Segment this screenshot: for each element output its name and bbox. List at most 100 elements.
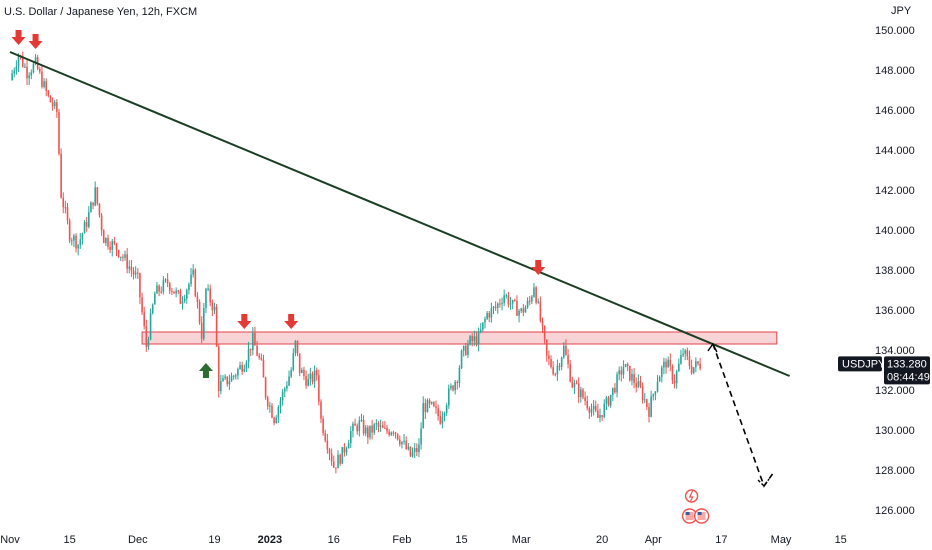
candle [330, 448, 333, 467]
x-tick-label: 2023 [258, 534, 282, 546]
candle [220, 374, 222, 395]
candle [115, 242, 118, 257]
candle [158, 284, 160, 297]
candle [682, 348, 684, 358]
candle [98, 203, 101, 218]
candle [192, 264, 194, 278]
candle [539, 296, 542, 323]
candle [53, 99, 56, 110]
x-tick-label: 17 [715, 534, 727, 546]
candle [320, 399, 322, 424]
candle [203, 302, 205, 341]
x-tick-label: Mar [512, 534, 531, 546]
y-tick-label: 138.000 [875, 265, 915, 277]
candle [322, 415, 324, 436]
candle [435, 400, 437, 414]
candle [315, 367, 318, 381]
down-arrow-marker[interactable] [284, 314, 299, 329]
candle [528, 296, 531, 306]
candle [122, 254, 124, 262]
candle [102, 229, 105, 244]
candle [533, 283, 535, 298]
candle [234, 373, 237, 380]
candle [213, 302, 216, 314]
candle [375, 419, 378, 431]
candle [531, 294, 533, 304]
candle [41, 65, 43, 89]
candle [260, 353, 263, 361]
candle [70, 237, 73, 246]
candle [396, 433, 399, 441]
candle [426, 398, 429, 413]
candle [326, 433, 329, 454]
candle [648, 402, 650, 423]
candle [211, 299, 214, 317]
y-tick-label: 128.000 [875, 465, 915, 477]
candle [518, 308, 520, 323]
candle [160, 286, 163, 294]
candle [377, 421, 380, 433]
x-tick-label: 19 [208, 534, 220, 546]
candle [439, 410, 442, 425]
candle [217, 343, 220, 398]
candle [629, 365, 631, 382]
candle [697, 360, 699, 366]
candle [243, 364, 246, 373]
candle [505, 293, 508, 299]
candle [11, 69, 13, 81]
candle [60, 148, 62, 199]
candle [656, 375, 659, 393]
down-arrow-marker[interactable] [531, 260, 546, 275]
lightning-event-icon[interactable] [684, 489, 699, 503]
candle [181, 296, 184, 310]
candle [690, 359, 693, 375]
candle [305, 370, 307, 389]
candle [151, 303, 154, 315]
candle [390, 431, 393, 436]
candle [695, 357, 697, 373]
down-arrow-marker[interactable] [11, 30, 26, 45]
candle [479, 323, 482, 334]
candle [386, 424, 388, 435]
up-arrow-marker[interactable] [198, 363, 213, 378]
candle [298, 353, 301, 377]
candle [469, 334, 471, 346]
candle [205, 287, 207, 313]
candle [462, 345, 465, 357]
candle [134, 266, 137, 279]
projection-path[interactable] [712, 343, 774, 488]
candle [254, 326, 256, 346]
y-tick-label: 134.000 [875, 345, 915, 357]
x-tick-label: 15 [835, 534, 847, 546]
candle [332, 455, 335, 469]
candlestick-series [11, 51, 701, 474]
resistance-zone[interactable] [141, 331, 778, 345]
candle [350, 426, 352, 449]
candle [658, 375, 661, 382]
candle [447, 384, 450, 409]
candle [663, 357, 665, 375]
svg-text:USDJPY: USDJPY [842, 358, 886, 370]
candle [222, 375, 224, 382]
candle [477, 327, 480, 352]
candle [358, 416, 361, 437]
candle [392, 430, 395, 437]
candle [79, 233, 82, 249]
candle [128, 260, 131, 274]
candle [643, 393, 646, 404]
down-arrow-marker[interactable] [28, 34, 43, 49]
candle [66, 202, 69, 225]
candle [560, 356, 563, 371]
candle [292, 348, 295, 372]
us-flag-event-icon[interactable] [693, 508, 710, 524]
candle [318, 369, 320, 406]
x-tick-label: May [771, 534, 792, 546]
candle [43, 77, 45, 89]
candle [81, 232, 84, 245]
candle [413, 442, 416, 459]
descending-trendline[interactable] [9, 51, 790, 377]
down-arrow-marker[interactable] [237, 314, 252, 329]
candle [601, 415, 603, 422]
